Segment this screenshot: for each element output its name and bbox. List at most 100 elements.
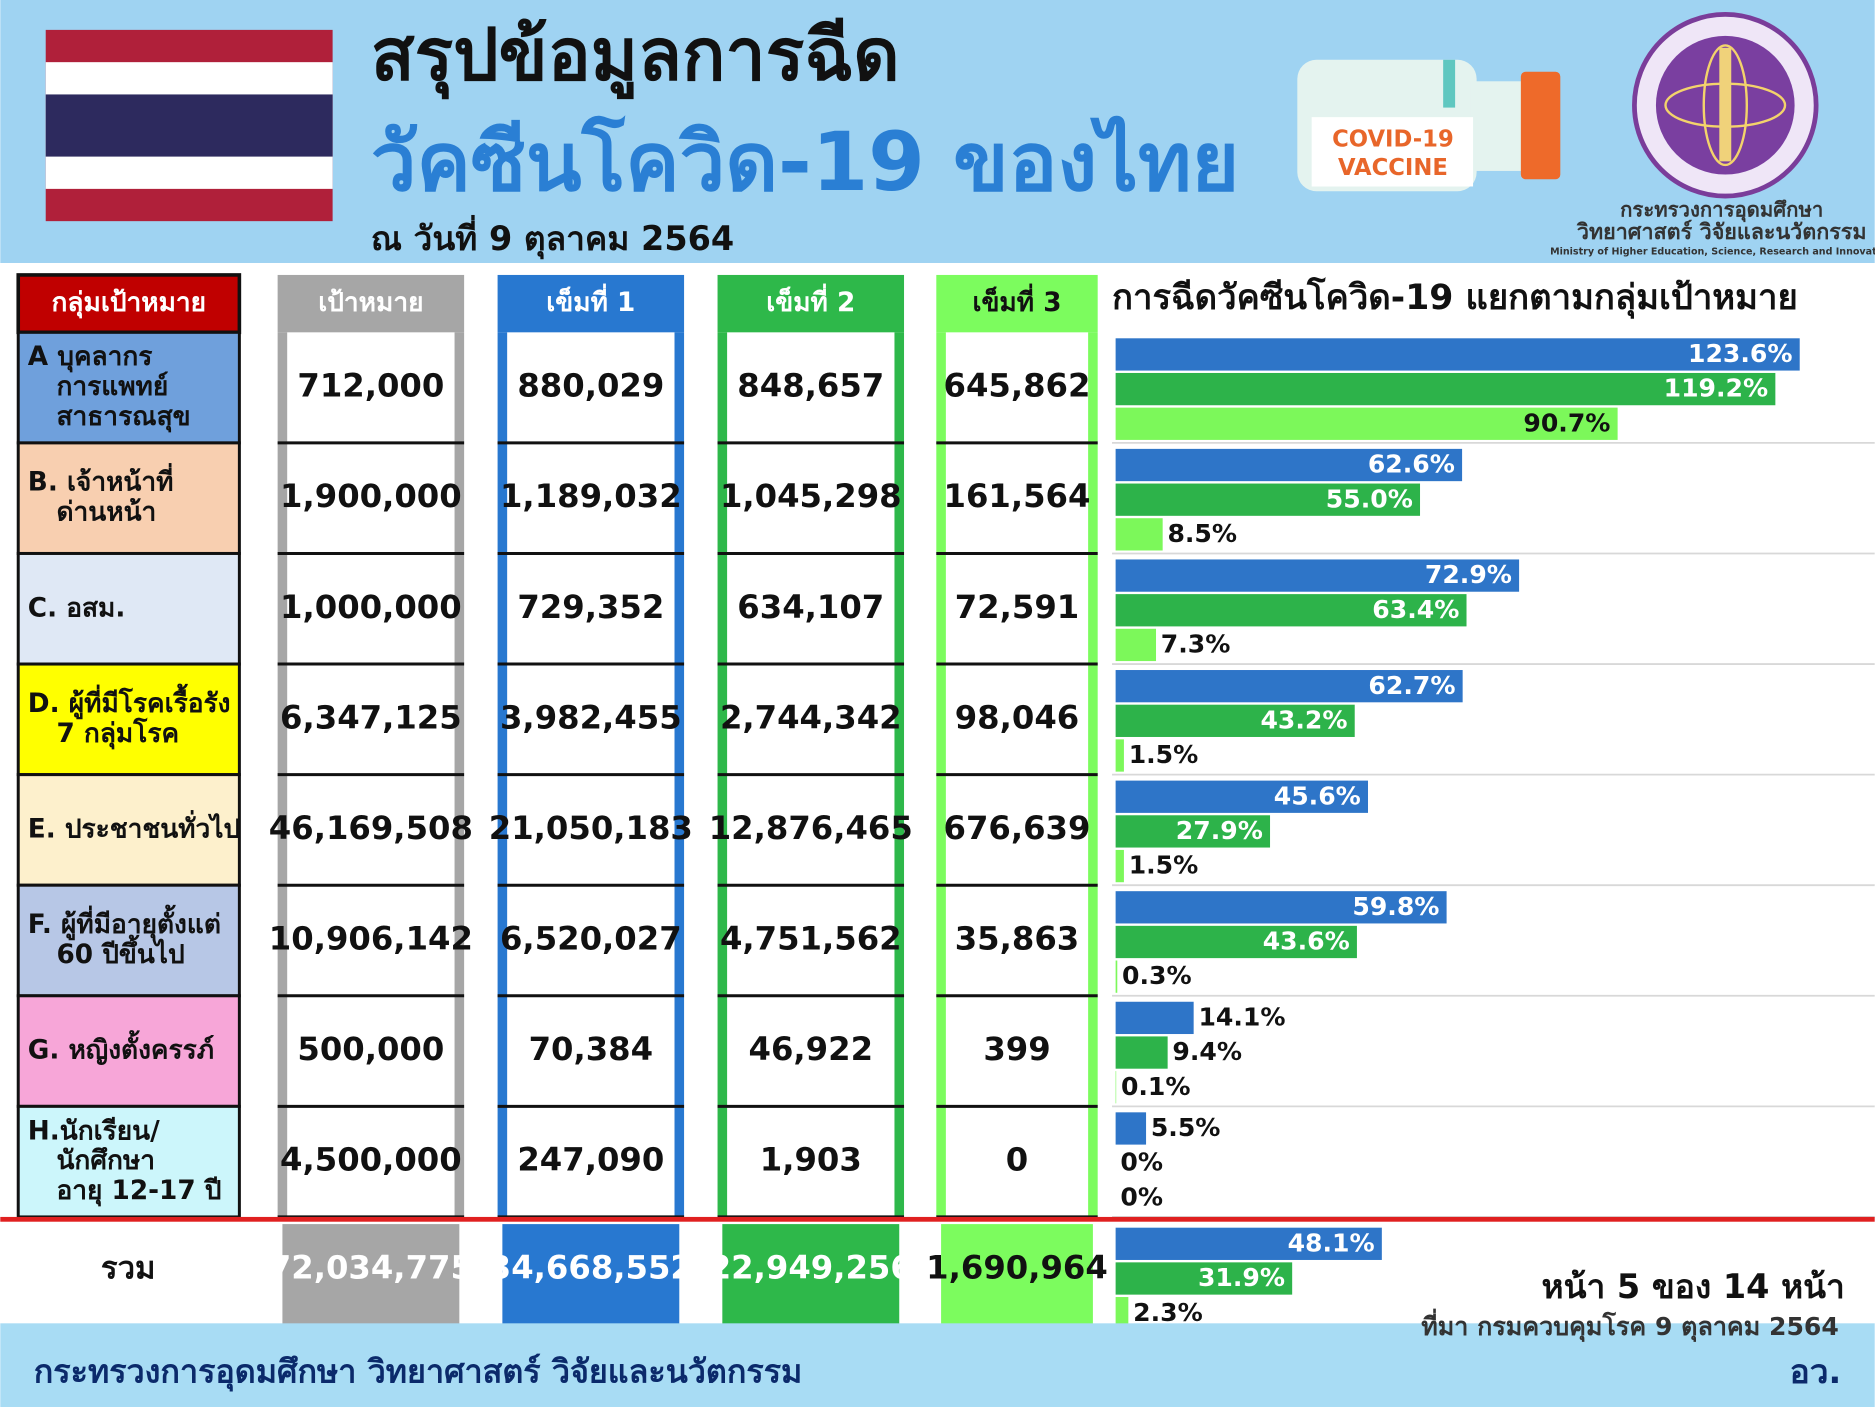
cell-value: 634,107 xyxy=(737,588,884,626)
footer-ministry: กระทรวงการอุดมศึกษา วิทยาศาสตร์ วิจัยและ… xyxy=(34,1353,803,1393)
column-header xyxy=(717,274,905,333)
bar-label: 8.5% xyxy=(1167,519,1237,548)
page-number: หน้า 5 ของ 14 หน้า xyxy=(1542,1267,1845,1306)
total-value: 22,949,256 xyxy=(709,1249,913,1287)
vaccine-label: COVID-19 xyxy=(1332,126,1454,152)
group-label: นักศึกษา xyxy=(56,1146,155,1176)
bar-label: 43.2% xyxy=(1260,705,1347,734)
cell-value: 247,090 xyxy=(517,1141,664,1179)
bar-label: 0% xyxy=(1120,1148,1163,1177)
cell-value: 0 xyxy=(1006,1141,1028,1179)
cell-value: 880,029 xyxy=(517,367,664,405)
ministry-name: วิทยาศาสตร์ วิจัยและนวัตกรรม xyxy=(1576,219,1867,245)
cell-value: 500,000 xyxy=(297,1030,444,1068)
bar xyxy=(1115,594,1467,627)
bar-label: 45.6% xyxy=(1274,781,1361,810)
cell-value: 6,520,027 xyxy=(500,919,682,957)
group-cell xyxy=(16,441,241,555)
cell-value: 1,000,000 xyxy=(280,588,462,626)
bar xyxy=(1115,780,1369,813)
column-header-label: เข็มที่ 3 xyxy=(972,283,1061,318)
group-label: การแพทย์ xyxy=(56,371,168,402)
bar xyxy=(1115,559,1520,592)
group-cell xyxy=(16,330,241,445)
total-value: 1,690,964 xyxy=(926,1249,1108,1287)
bar xyxy=(1115,1262,1293,1295)
cell-value: 161,564 xyxy=(944,477,1091,515)
group-label: สาธารณสุข xyxy=(56,402,190,433)
cell-value: 98,046 xyxy=(955,698,1080,736)
thai-flag xyxy=(45,29,333,222)
bar xyxy=(1115,670,1463,703)
cell-value: 21,050,183 xyxy=(489,809,693,847)
column-header-label: เป้าหมาย xyxy=(318,288,423,318)
bar xyxy=(1115,704,1355,737)
column-header xyxy=(497,274,685,333)
group-label: 7 กลุ่มโรค xyxy=(56,717,179,750)
group-label: A บุคลากร xyxy=(28,342,153,373)
bar-label: 63.4% xyxy=(1372,595,1459,624)
ministry-logo xyxy=(1632,11,1819,199)
cell-value: 848,657 xyxy=(737,367,884,405)
bar xyxy=(1115,1112,1147,1145)
cell-value: 10,906,142 xyxy=(269,919,473,957)
bar-label: 1.5% xyxy=(1129,740,1199,769)
total-value: 34,668,552 xyxy=(489,1249,693,1287)
cell-value: 729,352 xyxy=(517,588,664,626)
group-label: H.นักเรียน/ xyxy=(28,1116,160,1146)
bar-label: 31.9% xyxy=(1198,1263,1285,1292)
total-cell xyxy=(722,1224,900,1329)
cell-value: 35,863 xyxy=(955,919,1080,957)
bar-label: 9.4% xyxy=(1172,1037,1242,1066)
bar xyxy=(1115,1071,1117,1104)
bar xyxy=(1115,1001,1194,1035)
ministry-name-en: Ministry of Higher Education, Science, R… xyxy=(1550,247,1875,258)
bar-label: 48.1% xyxy=(1288,1228,1375,1257)
bar-label: 62.6% xyxy=(1368,450,1455,479)
group-label: C. อสม. xyxy=(28,593,126,623)
total-cell xyxy=(502,1224,680,1329)
group-label: D. ผู้ที่มีโรคเรื้อรัง xyxy=(28,683,231,720)
bar-label: 59.8% xyxy=(1352,892,1439,921)
bar xyxy=(1115,849,1124,883)
title-line1: สรุปข้อมูลการฉีด xyxy=(371,12,900,99)
group-label: E. ประชาชนทั่วไป xyxy=(28,809,240,844)
cell-value: 72,591 xyxy=(955,588,1080,626)
cell-value: 70,384 xyxy=(529,1030,654,1068)
column-header-label: กลุ่มเป้าหมาย xyxy=(52,288,207,319)
group-label: อายุ 12-17 ปี xyxy=(56,1176,221,1207)
bar-label: 5.5% xyxy=(1151,1113,1221,1142)
column-header xyxy=(936,274,1098,333)
bar xyxy=(1115,483,1421,516)
cell-value: 4,500,000 xyxy=(280,1141,462,1179)
group-cell xyxy=(16,773,241,887)
bar-label: 14.1% xyxy=(1198,1002,1285,1031)
bar-label: 119.2% xyxy=(1664,374,1769,403)
footer-abbr: อว. xyxy=(1790,1352,1842,1391)
bar-label: 43.6% xyxy=(1263,927,1350,956)
table: กลุ่มเป้าหมาย เป้าหมาย เข็มที่ 1 เข็มที่ 2 เ… xyxy=(16,273,1108,1329)
bar xyxy=(1115,925,1357,959)
bar-label: 2.3% xyxy=(1133,1298,1203,1327)
ministry-name: กระทรวงการอุดมศึกษา xyxy=(1620,197,1823,222)
bar-label: 0.3% xyxy=(1122,961,1192,990)
cell-value: 1,903 xyxy=(760,1141,862,1179)
total-cell xyxy=(282,1224,460,1329)
bar-label: 72.9% xyxy=(1425,560,1512,589)
bar-label: 27.9% xyxy=(1176,816,1263,845)
date: ณ วันที่ 9 ตุลาคม 2564 xyxy=(371,214,734,260)
bar xyxy=(1115,1297,1129,1330)
cell-value: 46,169,508 xyxy=(269,809,473,847)
bar-label: 123.6% xyxy=(1688,339,1793,368)
chart-title: การฉีดวัคซีนโควิด-19 แยกตามกลุ่มเป้าหมาย xyxy=(1112,276,1798,319)
cell-value: 676,639 xyxy=(944,809,1091,847)
total-cell xyxy=(941,1224,1093,1329)
vaccine-label: VACCINE xyxy=(1338,155,1448,181)
bar xyxy=(1115,1227,1382,1260)
column-header xyxy=(16,273,242,335)
vaccine-bottle: COVID-19 VACCINE xyxy=(1297,59,1561,192)
cell-value: 2,744,342 xyxy=(720,698,902,736)
cell-value: 1,900,000 xyxy=(280,477,462,515)
bar xyxy=(1115,960,1118,993)
